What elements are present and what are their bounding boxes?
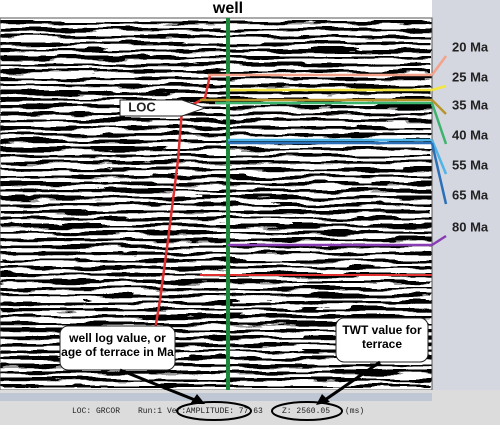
status-z: Z: 2560.05 xyxy=(282,407,330,416)
scrollbar xyxy=(0,393,432,401)
arrow-head xyxy=(316,394,330,405)
loc-label: LOC xyxy=(128,99,156,114)
arrow xyxy=(321,360,381,404)
horizon-label: 20 Ma xyxy=(452,39,489,54)
well-log xyxy=(153,74,212,331)
arrow xyxy=(119,368,201,404)
twt-fo: TWT value for terrace xyxy=(342,323,422,351)
loc-callout xyxy=(119,99,207,117)
horizon-label: 55 Ma xyxy=(452,157,489,172)
status-amplitude: AMPLITUDE: 77.63 xyxy=(186,407,263,416)
well-title: well xyxy=(212,0,243,17)
status-loc: LOC: GRCOR xyxy=(72,407,120,416)
horizon-label: 40 Ma xyxy=(452,127,489,142)
horizon-label: 25 Ma xyxy=(452,69,489,84)
horizon-leader xyxy=(431,99,447,115)
horizon-leader xyxy=(430,142,448,205)
z-ellipse xyxy=(271,401,343,421)
horizon-label: 80 Ma xyxy=(452,219,489,234)
status-run: Run:1 xyxy=(138,407,162,416)
horizon-leader xyxy=(430,55,448,76)
horizon-leader xyxy=(430,139,448,175)
horizon-leader xyxy=(430,102,448,145)
well-log-box xyxy=(59,325,176,371)
well-log-label: well log value, or age of terrace in Ma xyxy=(61,331,174,359)
status-unit: (ms) xyxy=(345,407,364,416)
well-log-fo: well log value, or age of terrace in Ma xyxy=(61,331,174,359)
horizons: 20 Ma 25 Ma 35 Ma 40 Ma 55 Ma 65 Ma 80 Ma xyxy=(200,39,489,247)
twt-label: TWT value for terrace xyxy=(342,323,422,351)
horizon-label: 35 Ma xyxy=(452,97,489,112)
arrow-head xyxy=(190,394,205,404)
horizon-leader xyxy=(431,84,447,92)
amp-ellipse xyxy=(176,401,252,421)
horizon-label: 65 Ma xyxy=(452,187,489,202)
horizon-leader xyxy=(431,234,447,247)
twt-box xyxy=(335,317,429,363)
